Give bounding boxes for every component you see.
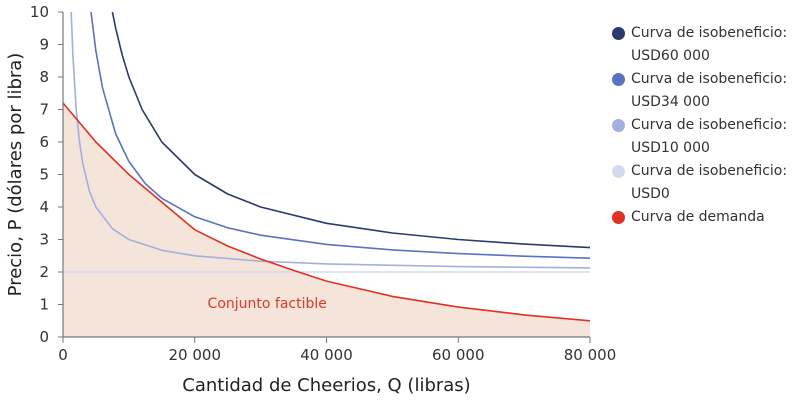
legend-item: Curva de isobeneficio: USD0 <box>612 160 787 206</box>
legend-swatch <box>612 73 625 86</box>
legend-item: Curva de isobeneficio: USD34 000 <box>612 68 787 114</box>
y-tick-label: 2 <box>39 263 49 281</box>
y-tick-label: 0 <box>39 328 49 346</box>
legend-label: Curva de isobeneficio: <box>631 117 788 133</box>
x-axis-title: Cantidad de Cheerios, Q (libras) <box>182 375 470 396</box>
legend-swatch <box>612 119 625 132</box>
legend-swatch <box>612 27 625 40</box>
x-tick-label: 60 000 <box>432 346 485 364</box>
y-axis-title: Precio, P (dólares por libra) <box>5 53 26 297</box>
legend-swatch <box>612 165 625 178</box>
y-tick-label: 1 <box>39 296 49 314</box>
legend-label: USD34 000 <box>631 94 710 110</box>
legend-item: Curva de demanda <box>612 206 765 229</box>
y-tick-label: 3 <box>39 231 49 249</box>
feasible-set-area <box>63 103 590 337</box>
series-line-0 <box>111 11 591 249</box>
legend-item: Curva de isobeneficio: USD10 000 <box>612 114 787 160</box>
legend-label: USD10 000 <box>631 140 710 156</box>
legend-label: USD60 000 <box>631 48 710 64</box>
legend-item: Curva de isobeneficio: USD60 000 <box>612 22 787 68</box>
legend-label: Curva de isobeneficio: <box>631 71 788 87</box>
legend-swatch <box>612 211 625 224</box>
series-line-1 <box>90 11 591 259</box>
y-tick-label: 7 <box>39 101 49 119</box>
y-tick-label: 4 <box>39 198 49 216</box>
legend-label: Curva de isobeneficio: <box>631 163 788 179</box>
x-tick-label: 20 000 <box>169 346 222 364</box>
x-tick-label: 40 000 <box>300 346 353 364</box>
y-tick-label: 9 <box>39 36 49 54</box>
legend-label: Curva de demanda <box>631 209 765 225</box>
feasible-set-label: Conjunto factible <box>208 296 327 312</box>
legend-label: Curva de isobeneficio: <box>631 25 788 41</box>
y-tick-label: 5 <box>39 166 49 184</box>
x-tick-label: 80 000 <box>564 346 617 364</box>
y-tick-label: 8 <box>39 68 49 86</box>
series-line-4 <box>62 102 591 322</box>
y-tick-label: 10 <box>30 3 49 21</box>
y-tick-label: 6 <box>39 133 49 151</box>
x-tick-label: 0 <box>58 346 68 364</box>
legend-label: USD0 <box>631 186 670 202</box>
